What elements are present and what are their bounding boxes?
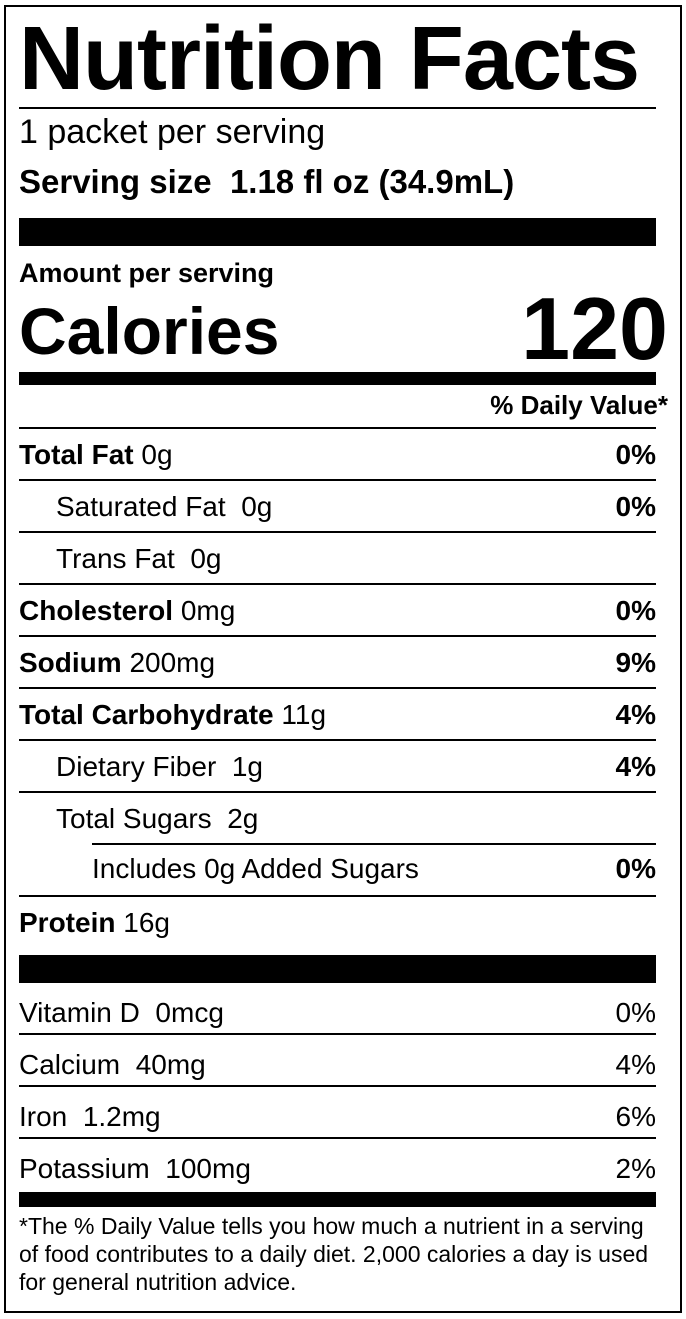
serving-size-label: Serving size — [19, 163, 212, 200]
nutrient-amount: 0g — [190, 543, 222, 574]
vitamin-daily-value: 0% — [615, 997, 656, 1028]
nutrient-name: Protein 16g — [19, 907, 170, 939]
nutrient-amount: 0mg — [180, 595, 236, 626]
medium-divider — [19, 372, 656, 385]
nutrient-row: Sodium 200mg 9% — [19, 635, 656, 687]
servings-per-container: 1 packet per serving — [19, 113, 326, 151]
nutrient-label: Includes 0g Added Sugars — [92, 853, 419, 884]
nutrient-daily-value: 0% — [615, 439, 656, 470]
divider — [19, 107, 656, 109]
vitamin-label: Vitamin D — [19, 997, 140, 1028]
nutrient-label: Saturated Fat — [56, 491, 226, 522]
vitamin-row: Iron 1.2mg 6% — [19, 1087, 656, 1139]
nutrient-amount: 16g — [123, 907, 170, 938]
nutrient-rows: Total Fat 0g 0% Saturated Fat 0g 0% Trans Fa… — [19, 427, 656, 947]
nutrition-facts-label — [4, 5, 682, 1313]
nutrient-name: Saturated Fat 0g — [56, 491, 272, 523]
nutrient-row: Total Carbohydrate 11g 4% — [19, 687, 656, 739]
vitamin-amount: 1.2mg — [82, 1101, 161, 1132]
nutrient-label: Protein — [19, 907, 116, 938]
nutrient-amount: 11g — [281, 699, 327, 730]
nutrient-row: Saturated Fat 0g 0% — [19, 479, 656, 531]
vitamin-name: Potassium 100mg — [19, 1153, 251, 1185]
vitamin-label: Iron — [19, 1101, 68, 1132]
nutrient-row: Includes 0g Added Sugars 0% — [19, 843, 656, 895]
vitamin-daily-value: 6% — [615, 1101, 656, 1132]
label-title: Nutrition Facts — [19, 9, 640, 109]
serving-size-value: 1.18 fl oz (34.9mL) — [229, 163, 515, 200]
nutrient-daily-value: 4% — [615, 699, 656, 730]
nutrient-row: Trans Fat 0g — [19, 531, 656, 583]
calories-value: 120 — [521, 279, 668, 378]
nutrient-name: Total Fat 0g — [19, 439, 173, 471]
nutrient-amount: 2g — [227, 803, 259, 834]
nutrient-amount: 1g — [231, 751, 263, 782]
nutrient-amount: 0g — [141, 439, 173, 470]
vitamin-name: Vitamin D 0mcg — [19, 997, 224, 1029]
vitamin-row: Vitamin D 0mcg 0% — [19, 983, 656, 1035]
nutrient-label: Cholesterol — [19, 595, 174, 626]
vitamin-daily-value: 2% — [615, 1153, 656, 1184]
nutrient-row: Dietary Fiber 1g 4% — [19, 739, 656, 791]
vitamin-daily-value: 4% — [615, 1049, 656, 1080]
nutrient-label: Total Fat — [19, 439, 134, 470]
nutrient-amount: 0g — [241, 491, 273, 522]
vitamin-amount: 0mcg — [155, 997, 224, 1028]
thick-divider — [19, 218, 656, 246]
vitamin-name: Iron 1.2mg — [19, 1101, 161, 1133]
vitamin-amount: 40mg — [135, 1049, 206, 1080]
vitamin-row: Calcium 40mg 4% — [19, 1035, 656, 1087]
vitamin-amount: 100mg — [165, 1153, 251, 1184]
footnote: *The % Daily Value tells you how much a … — [19, 1213, 649, 1295]
nutrient-row: Cholesterol 0mg 0% — [19, 583, 656, 635]
nutrient-daily-value: 0% — [615, 491, 656, 522]
nutrient-name: Total Sugars 2g — [56, 803, 258, 835]
nutrient-daily-value: 9% — [615, 647, 656, 678]
nutrient-daily-value: 0% — [615, 595, 656, 626]
amount-per-serving: Amount per serving — [19, 258, 275, 288]
nutrient-name: Includes 0g Added Sugars — [92, 853, 419, 885]
nutrient-name: Cholesterol 0mg — [19, 595, 235, 627]
medium-divider — [19, 1192, 656, 1207]
nutrient-name: Dietary Fiber 1g — [56, 751, 263, 783]
nutrient-row: Total Sugars 2g — [19, 791, 656, 843]
nutrient-name: Total Carbohydrate 11g — [19, 699, 326, 731]
thick-divider — [19, 955, 656, 983]
vitamin-rows: Vitamin D 0mcg 0% Calcium 40mg 4% Iron 1.2mg… — [19, 983, 656, 1191]
vitamin-label: Calcium — [19, 1049, 121, 1080]
nutrient-row: Protein 16g — [19, 895, 656, 947]
nutrient-daily-value: 0% — [615, 853, 656, 884]
nutrient-amount: 200mg — [129, 647, 216, 678]
vitamin-name: Calcium 40mg — [19, 1049, 206, 1081]
nutrient-label: Total Carbohydrate — [19, 699, 274, 730]
serving-size: Serving size 1.18 fl oz (34.9mL) — [19, 165, 514, 198]
nutrient-label: Total Sugars — [56, 803, 212, 834]
daily-value-header: % Daily Value* — [490, 390, 668, 420]
nutrient-label: Trans Fat — [56, 543, 175, 574]
calories-label: Calories — [19, 294, 280, 368]
nutrient-name: Sodium 200mg — [19, 647, 215, 679]
nutrient-row: Total Fat 0g 0% — [19, 427, 656, 479]
nutrient-daily-value: 4% — [615, 751, 656, 782]
nutrient-label: Sodium — [19, 647, 122, 678]
vitamin-row: Potassium 100mg 2% — [19, 1139, 656, 1191]
vitamin-label: Potassium — [19, 1153, 150, 1184]
nutrient-name: Trans Fat 0g — [56, 543, 222, 575]
nutrient-label: Dietary Fiber — [56, 751, 217, 782]
